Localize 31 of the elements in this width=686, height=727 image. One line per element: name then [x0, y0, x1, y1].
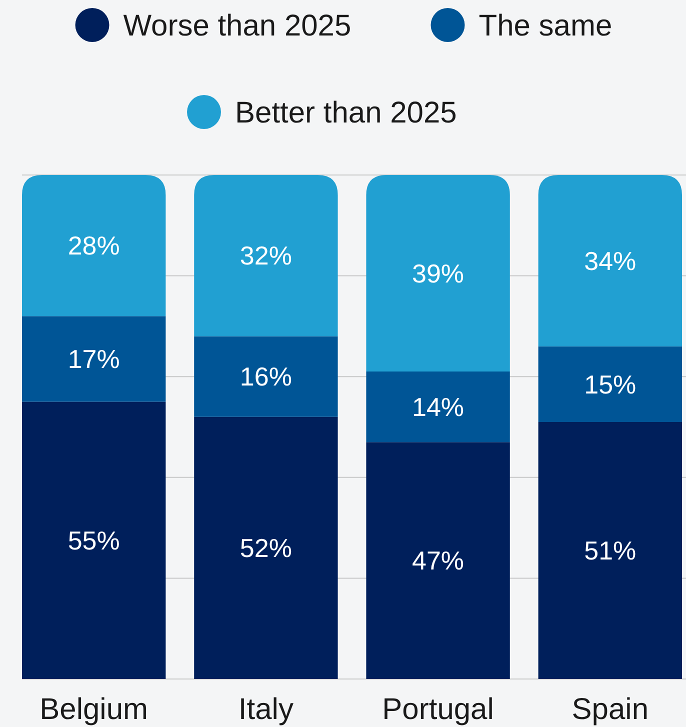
data-label: 28%: [68, 230, 120, 261]
data-label: 34%: [584, 246, 636, 276]
legend-label: The same: [478, 10, 612, 42]
x-tick-label: Belgium: [40, 693, 148, 726]
x-tick-label: Spain: [572, 693, 649, 726]
data-label: 52%: [240, 533, 292, 564]
bar: [538, 422, 682, 679]
bar: [194, 336, 338, 417]
bar: [194, 175, 338, 336]
data-label: 15%: [584, 369, 636, 400]
x-tick-label: Portugal: [382, 693, 494, 726]
bar: [194, 416, 338, 679]
bar: [366, 372, 510, 442]
legend-label: Worse than 2025: [123, 10, 352, 42]
bar: [538, 346, 682, 422]
data-label: 32%: [240, 240, 292, 271]
data-label: 47%: [412, 546, 464, 576]
bar: [22, 402, 166, 679]
data-label: 16%: [240, 362, 292, 392]
bar: [366, 442, 510, 679]
bar: [538, 175, 682, 346]
data-label: 17%: [68, 344, 120, 374]
bar: [22, 316, 166, 402]
x-tick-label: Italy: [238, 693, 294, 726]
bar: [366, 175, 510, 372]
legend-label: Better than 2025: [235, 96, 457, 130]
data-label: 39%: [412, 258, 464, 288]
data-label: 51%: [584, 536, 636, 566]
data-label: 14%: [412, 392, 464, 422]
bar: [22, 175, 166, 316]
data-label: 55%: [68, 526, 120, 556]
